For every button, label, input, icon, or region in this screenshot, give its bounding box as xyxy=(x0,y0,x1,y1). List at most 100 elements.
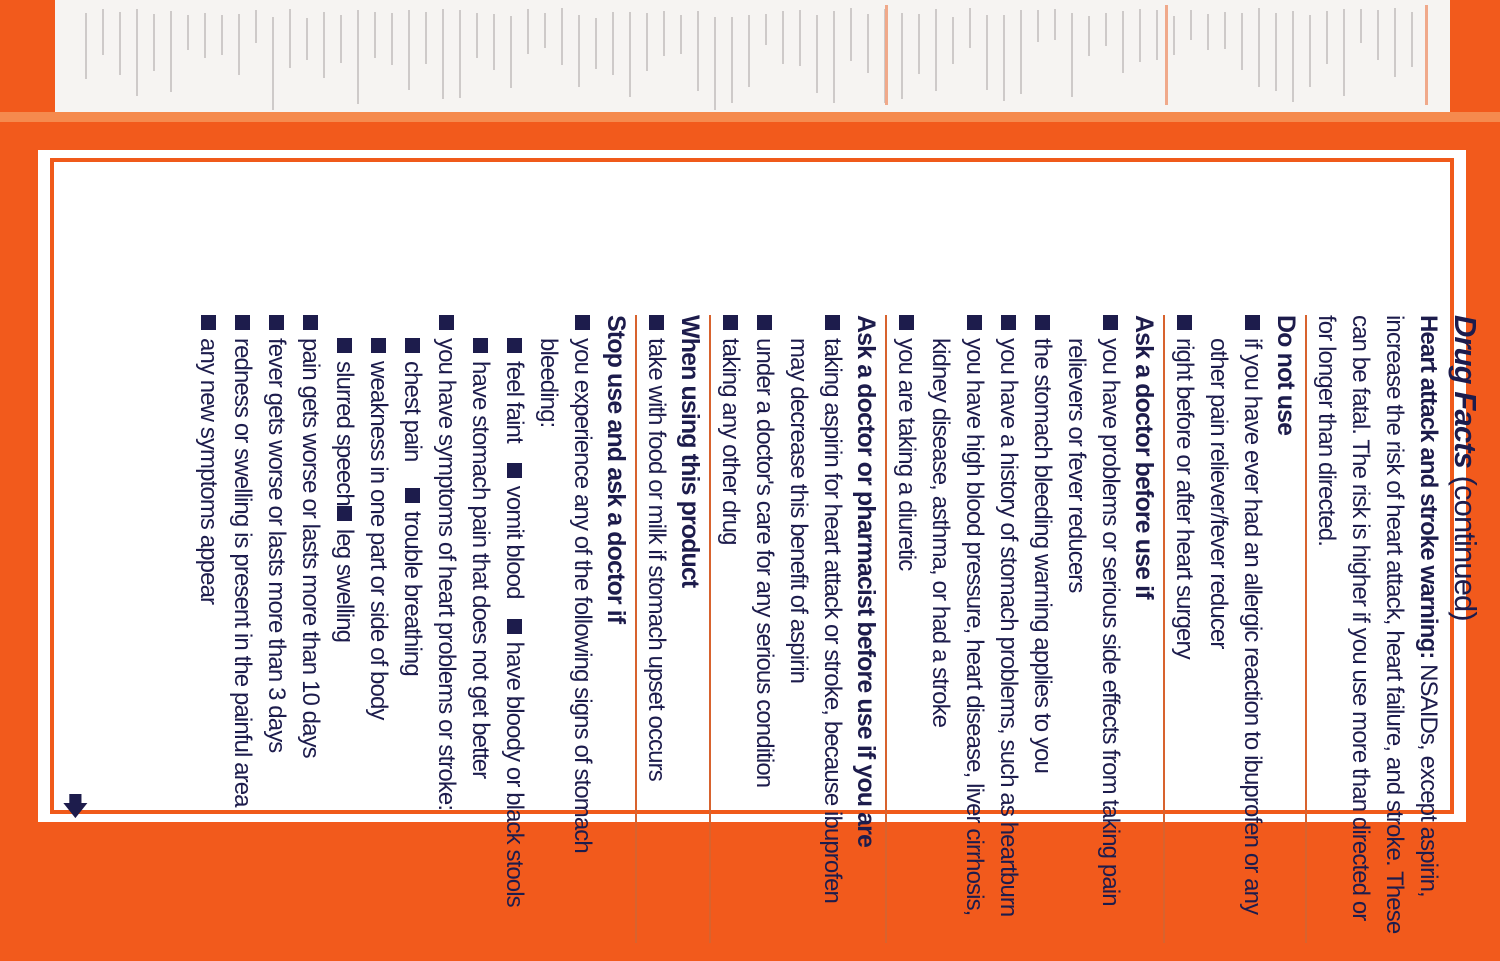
faded-text-line xyxy=(663,10,665,56)
faded-text-line xyxy=(1377,9,1379,60)
faded-text-line xyxy=(595,17,597,69)
faded-text-line xyxy=(187,14,189,50)
faded-text-line xyxy=(612,12,614,75)
faded-text-line xyxy=(306,17,308,60)
bleeding-signs-row: feel faint vomit blood have bloody or bl… xyxy=(497,315,531,943)
faded-text-line xyxy=(323,12,325,78)
faded-text-line xyxy=(969,8,971,49)
list-item: trouble breathing xyxy=(395,488,429,676)
bullet-icon xyxy=(1001,315,1016,330)
faded-text-line xyxy=(136,8,138,96)
faded-text-line xyxy=(1071,13,1073,98)
faded-text-line xyxy=(1394,8,1396,78)
do-not-use-heading: Do not use xyxy=(1272,315,1300,436)
faded-text-line xyxy=(816,14,818,93)
faded-text-line xyxy=(238,13,240,76)
faded-text-line xyxy=(102,9,104,55)
faded-text-line xyxy=(578,14,580,87)
faded-text-line xyxy=(782,11,784,65)
faded-text-line xyxy=(153,13,155,71)
item-text: have stomach pain that does not get bett… xyxy=(467,361,494,779)
bullet-icon xyxy=(269,315,284,330)
bullet-icon xyxy=(1177,315,1192,330)
stop-use-heading: Stop use and ask a doctor if xyxy=(602,315,630,624)
bullet-icon xyxy=(507,338,522,353)
faded-text-line xyxy=(1156,10,1158,60)
faded-text-line xyxy=(289,9,291,69)
drug-facts-title: Drug Facts (continued) xyxy=(1445,315,1485,943)
item-text: vomit blood xyxy=(501,485,528,599)
orange-band xyxy=(0,112,1500,122)
faded-text-line xyxy=(1241,12,1243,70)
faded-text-line xyxy=(646,12,648,72)
faded-text-line xyxy=(1054,8,1056,41)
faded-text-line xyxy=(867,13,869,73)
bullet-icon xyxy=(201,315,216,330)
faded-text-line xyxy=(459,10,461,98)
faded-text-line xyxy=(1258,8,1260,88)
list-item: have stomach pain that does not get bett… xyxy=(463,315,497,943)
item-text: taking aspirin for heart attack or strok… xyxy=(785,338,846,904)
list-item: under a doctor's care for any serious co… xyxy=(747,315,781,943)
item-text: chest pain xyxy=(399,361,426,462)
bullet-icon xyxy=(1035,315,1050,330)
faded-text-line xyxy=(493,14,495,71)
list-item: taking aspirin for heart attack or strok… xyxy=(781,315,849,943)
list-item: pain gets worse or lasts more than 10 da… xyxy=(293,315,327,943)
faded-text-line xyxy=(425,11,427,65)
list-item: any new symptoms appear xyxy=(191,315,225,943)
bullet-icon xyxy=(235,315,250,330)
faded-text-line xyxy=(204,12,206,59)
bullet-icon xyxy=(439,315,454,330)
do-not-use-section: Do not use if you have ever had an aller… xyxy=(1163,315,1303,943)
faded-text-line xyxy=(1122,10,1124,73)
faded-text-line xyxy=(544,12,546,49)
bullet-icon xyxy=(337,505,352,521)
faded-text-line xyxy=(731,17,733,104)
list-item: fever gets worse or lasts more than 3 da… xyxy=(259,315,293,943)
bullet-icon xyxy=(1103,315,1118,330)
faded-text-line xyxy=(680,15,682,54)
list-item: you have problems or serious side effect… xyxy=(1059,315,1127,943)
faded-text-line xyxy=(1411,12,1413,67)
flap-divider xyxy=(1425,5,1428,105)
faded-text-line xyxy=(748,15,750,88)
item-text: feel faint xyxy=(501,361,528,443)
faded-text-line xyxy=(935,9,937,91)
list-item: you have high blood pressure, heart dise… xyxy=(923,315,991,943)
faded-text-line xyxy=(714,16,716,110)
item-text: you have problems or serious side effect… xyxy=(1063,338,1124,906)
item-text: slurred speech xyxy=(331,361,358,506)
flap-divider xyxy=(885,5,888,105)
bullet-icon xyxy=(405,488,420,503)
faded-text-line xyxy=(1292,11,1294,102)
faded-text-line xyxy=(1343,8,1345,97)
faded-text-line xyxy=(170,10,172,92)
list-item: right before or after heart surgery xyxy=(1167,315,1201,943)
list-item: slurred speech xyxy=(327,338,361,506)
faded-text-line xyxy=(527,9,529,54)
faded-text-line xyxy=(476,12,478,59)
list-item: vomit blood xyxy=(497,462,531,599)
panel-frame xyxy=(50,158,1454,814)
faded-text-line xyxy=(799,10,801,66)
faded-text-line xyxy=(1173,15,1175,55)
list-item: you experience any of the following sign… xyxy=(531,315,599,943)
faded-text-line xyxy=(986,15,988,91)
bullet-icon xyxy=(967,315,982,330)
item-text: you are taking a diuretic xyxy=(893,338,920,571)
when-using-section: When using this product take with food o… xyxy=(635,315,707,943)
item-text: the stomach bleeding warning applies to … xyxy=(1029,338,1056,773)
faded-text-line xyxy=(1190,9,1192,40)
faded-text-line xyxy=(255,9,257,43)
top-flap-faded-label xyxy=(55,0,1450,115)
bullet-icon xyxy=(303,315,318,330)
item-text: you experience any of the following sign… xyxy=(535,338,596,853)
heart-warning: Heart attack and stroke warning: NSAIDs,… xyxy=(1309,315,1445,943)
heart-signs-row: chest pain trouble breathing xyxy=(395,315,429,943)
title-suffix: (continued) xyxy=(1448,467,1483,621)
bullet-icon xyxy=(575,315,590,330)
faded-text-line xyxy=(697,10,699,91)
arrow-down-icon: 🡇 xyxy=(62,791,89,821)
faded-text-line xyxy=(629,12,631,97)
